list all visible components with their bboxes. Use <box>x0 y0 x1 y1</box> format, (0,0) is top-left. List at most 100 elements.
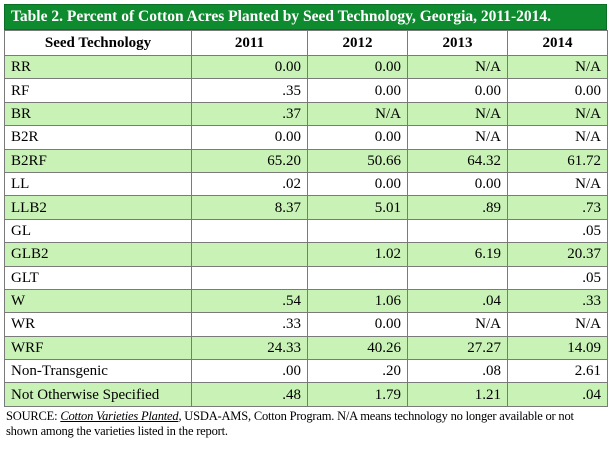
cell-2014: .05 <box>507 218 608 244</box>
cell-2011: .33 <box>191 312 308 337</box>
cell-2012 <box>307 218 408 244</box>
cell-2013: 0.00 <box>407 78 508 103</box>
cell-2014: .04 <box>507 382 608 407</box>
row-label: WR <box>4 312 192 337</box>
table-row: W .54 1.06 .04 .33 <box>4 288 608 314</box>
cell-2014: N/A <box>507 54 608 80</box>
table-row: GLB2 1.02 6.19 20.37 <box>4 242 608 267</box>
source-publication-title: Cotton Varieties Planted <box>60 408 179 423</box>
cell-2011: .48 <box>191 382 308 407</box>
cell-2013: N/A <box>407 312 508 337</box>
table-row: Non-Transgenic .00 .20 .08 2.61 <box>4 359 608 384</box>
table-row: WRF 24.33 40.26 27.27 14.09 <box>4 335 608 361</box>
row-label: Non-Transgenic <box>4 359 192 384</box>
cell-2013 <box>407 218 508 244</box>
cell-2012: 5.01 <box>307 195 408 220</box>
cell-2011: 0.00 <box>191 125 308 150</box>
cell-2011 <box>191 265 308 290</box>
cell-2012: N/A <box>307 101 408 127</box>
cell-2011: 8.37 <box>191 195 308 220</box>
table-row: GLT .05 <box>4 265 608 290</box>
cell-2013: 64.32 <box>407 148 508 173</box>
cell-2013: .89 <box>407 195 508 220</box>
table-row: WR .33 0.00 N/A N/A <box>4 312 608 337</box>
cell-2014: N/A <box>507 125 608 150</box>
row-label: WRF <box>4 335 192 361</box>
cell-2011: 0.00 <box>191 54 308 80</box>
cell-2013: .08 <box>407 359 508 384</box>
cell-2011 <box>191 218 308 244</box>
source-description: , USDA-AMS, Cotton Program. N/A means te… <box>6 408 574 438</box>
cell-2014: 20.37 <box>507 242 608 267</box>
cell-2012: 40.26 <box>307 335 408 361</box>
table-row: GL .05 <box>4 218 608 244</box>
cell-2014: .73 <box>507 195 608 220</box>
source-prefix: SOURCE: <box>6 408 61 423</box>
cell-2014: 0.00 <box>507 78 608 103</box>
row-label: GLT <box>4 265 192 290</box>
row-label: GL <box>4 218 192 244</box>
cell-2011: .37 <box>191 101 308 127</box>
cell-2014: .33 <box>507 288 608 314</box>
cell-2012: .20 <box>307 359 408 384</box>
cell-2013: 27.27 <box>407 335 508 361</box>
table-title: Table 2. Percent of Cotton Acres Planted… <box>4 4 607 30</box>
row-label: B2R <box>4 125 192 150</box>
cell-2011: .54 <box>191 288 308 314</box>
row-label: GLB2 <box>4 242 192 267</box>
seed-technology-table: Seed Technology 2011 2012 2013 2014 RR 0… <box>4 30 608 407</box>
cell-2014: 2.61 <box>507 359 608 384</box>
row-label: LL <box>4 171 192 197</box>
row-label: B2RF <box>4 148 192 173</box>
column-header-2012: 2012 <box>307 30 408 56</box>
cell-2012: 0.00 <box>307 171 408 197</box>
cell-2012: 50.66 <box>307 148 408 173</box>
table-row: RR 0.00 0.00 N/A N/A <box>4 54 608 80</box>
column-header-seed-technology: Seed Technology <box>4 30 192 56</box>
cell-2011: 65.20 <box>191 148 308 173</box>
cell-2011: .35 <box>191 78 308 103</box>
cell-2013: 1.21 <box>407 382 508 407</box>
table-row: RF .35 0.00 0.00 0.00 <box>4 78 608 103</box>
table-row: BR .37 N/A N/A N/A <box>4 101 608 127</box>
cell-2013: 0.00 <box>407 171 508 197</box>
cell-2011: .02 <box>191 171 308 197</box>
cell-2011 <box>191 242 308 267</box>
cell-2014: N/A <box>507 171 608 197</box>
column-header-2014: 2014 <box>507 30 608 56</box>
cell-2012: 0.00 <box>307 78 408 103</box>
cell-2011: .00 <box>191 359 308 384</box>
cell-2013 <box>407 265 508 290</box>
cell-2014: 14.09 <box>507 335 608 361</box>
row-label: W <box>4 288 192 314</box>
header-row: Seed Technology 2011 2012 2013 2014 <box>4 30 608 56</box>
cell-2012: 0.00 <box>307 312 408 337</box>
cell-2012: 1.06 <box>307 288 408 314</box>
table-row: LLB2 8.37 5.01 .89 .73 <box>4 195 608 220</box>
cell-2013: N/A <box>407 101 508 127</box>
cell-2012 <box>307 265 408 290</box>
cell-2014: N/A <box>507 101 608 127</box>
cell-2013: .04 <box>407 288 508 314</box>
cell-2012: 0.00 <box>307 125 408 150</box>
table-row: Not Otherwise Specified .48 1.79 1.21 .0… <box>4 382 608 407</box>
table-row: B2RF 65.20 50.66 64.32 61.72 <box>4 148 608 173</box>
row-label: RR <box>4 54 192 80</box>
cell-2014: N/A <box>507 312 608 337</box>
row-label: Not Otherwise Specified <box>4 382 192 407</box>
column-header-2011: 2011 <box>191 30 308 56</box>
table-container: Table 2. Percent of Cotton Acres Planted… <box>4 4 608 439</box>
cell-2014: 61.72 <box>507 148 608 173</box>
cell-2014: .05 <box>507 265 608 290</box>
column-header-2013: 2013 <box>407 30 508 56</box>
table-row: LL .02 0.00 0.00 N/A <box>4 171 608 197</box>
row-label: LLB2 <box>4 195 192 220</box>
cell-2013: 6.19 <box>407 242 508 267</box>
table-row: B2R 0.00 0.00 N/A N/A <box>4 125 608 150</box>
source-note: SOURCE: Cotton Varieties Planted, USDA-A… <box>4 409 607 439</box>
cell-2011: 24.33 <box>191 335 308 361</box>
row-label: RF <box>4 78 192 103</box>
cell-2012: 1.02 <box>307 242 408 267</box>
cell-2012: 1.79 <box>307 382 408 407</box>
cell-2013: N/A <box>407 125 508 150</box>
